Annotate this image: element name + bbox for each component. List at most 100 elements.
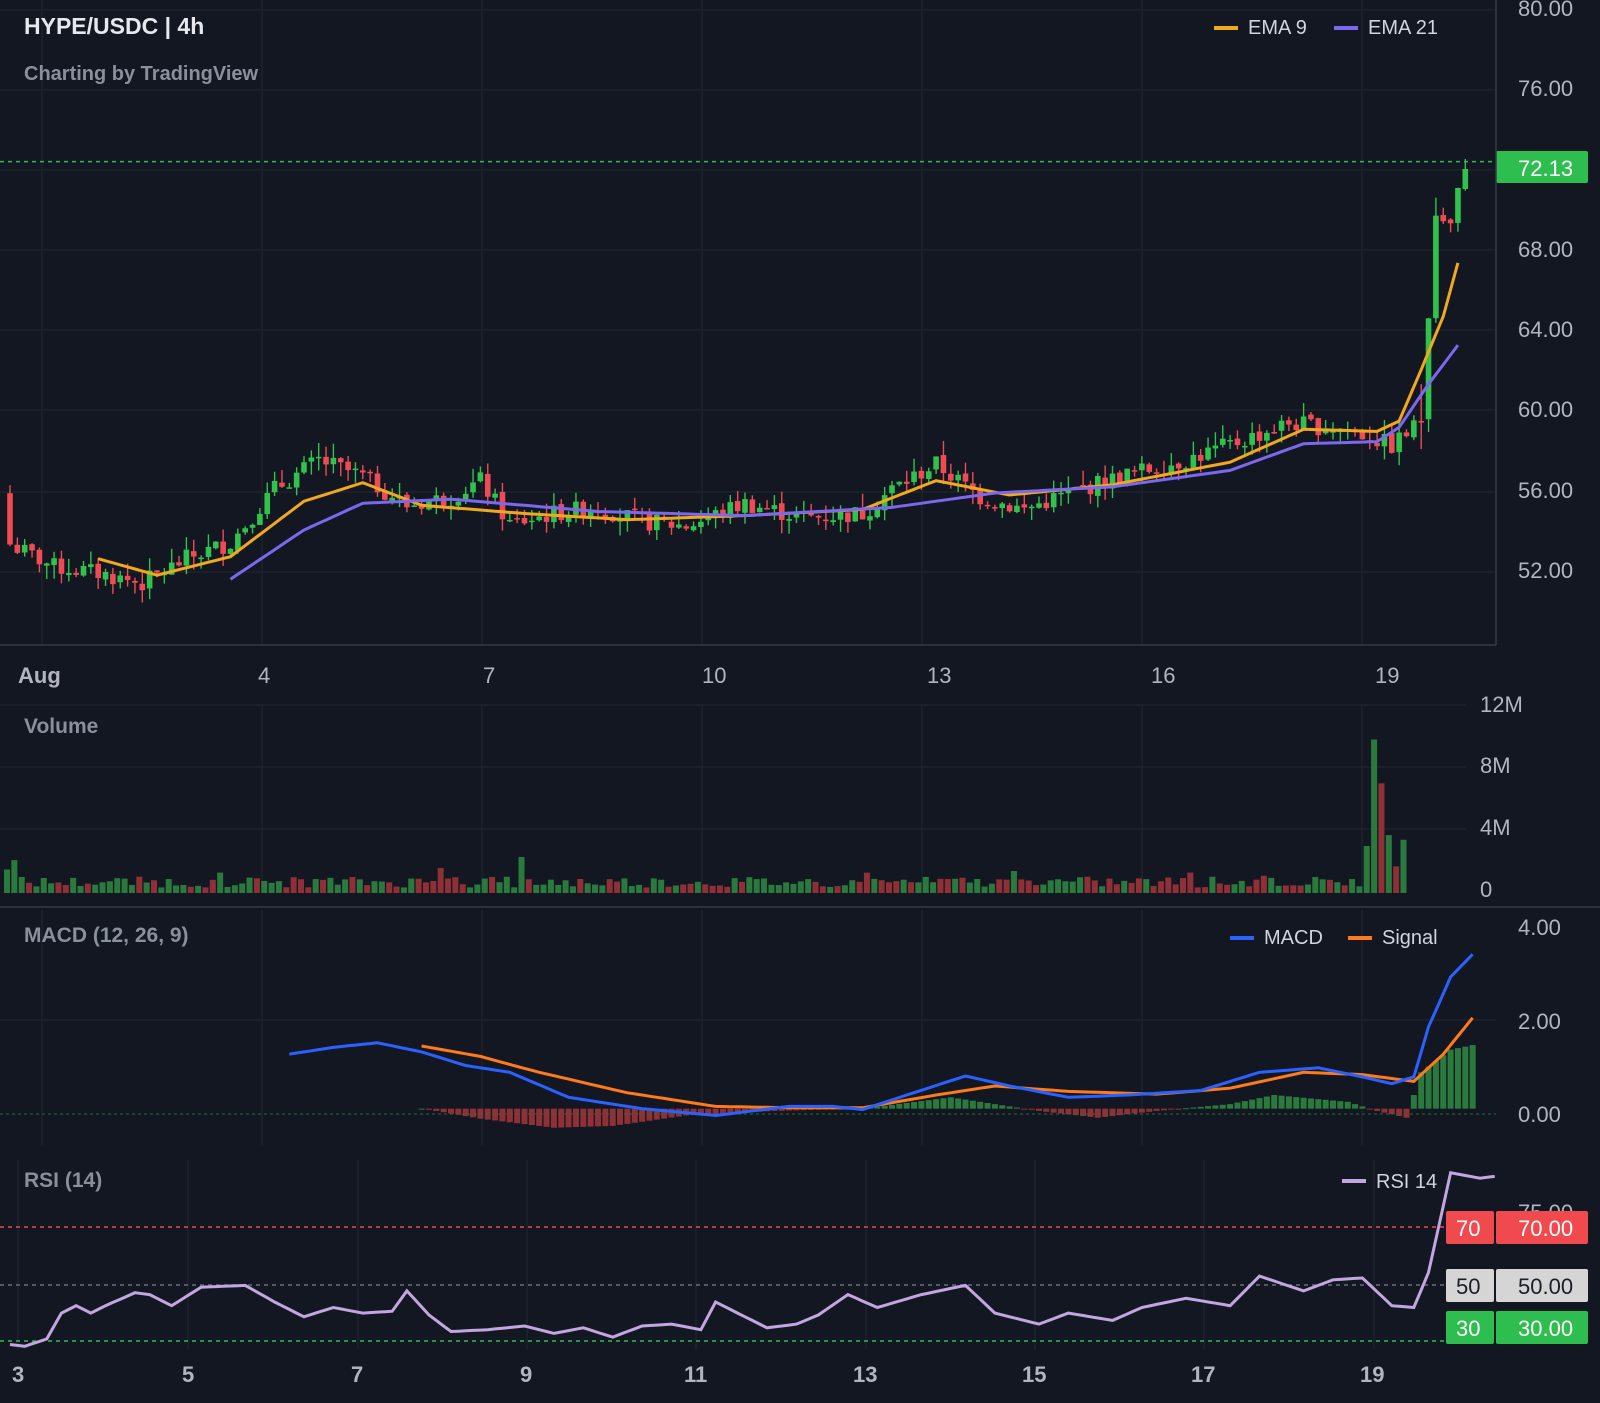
candle-body bbox=[1153, 472, 1160, 474]
candle-body bbox=[117, 575, 124, 583]
candle-body bbox=[1403, 432, 1410, 437]
volume-bar bbox=[915, 882, 922, 893]
candle-body bbox=[984, 504, 991, 507]
rsi-date-tick-label: 3 bbox=[12, 1362, 24, 1387]
rsi-50-label: 50.00 bbox=[1518, 1274, 1573, 1299]
volume-bar bbox=[533, 884, 540, 893]
volume-bar bbox=[636, 884, 643, 893]
candle-body bbox=[301, 462, 307, 473]
volume-tick-label: 4M bbox=[1480, 815, 1511, 840]
macd-histogram-bar bbox=[440, 1108, 447, 1113]
volume-bar bbox=[805, 879, 812, 893]
volume-axis: 12M 8M 4M 0 bbox=[1480, 692, 1523, 902]
volume-bar bbox=[643, 887, 650, 893]
candle-body bbox=[1425, 318, 1432, 420]
volume-bar bbox=[1165, 877, 1172, 893]
macd-histogram-bar bbox=[1322, 1099, 1329, 1109]
signal-legend-label: Signal bbox=[1382, 927, 1438, 949]
volume-bar bbox=[863, 872, 870, 893]
volume-bar bbox=[239, 883, 246, 893]
candle-body bbox=[536, 516, 542, 521]
macd-histogram-bar bbox=[1293, 1097, 1300, 1109]
volume-bar bbox=[128, 884, 135, 893]
volume-bar bbox=[1400, 839, 1407, 893]
candle-body bbox=[1102, 477, 1108, 489]
volume-bar bbox=[1187, 872, 1194, 893]
macd-histogram-bar bbox=[1219, 1104, 1226, 1109]
last-price-label: 72.13 bbox=[1518, 156, 1573, 181]
price-tick-label: 60.00 bbox=[1518, 397, 1573, 422]
macd-histogram-bar bbox=[1043, 1108, 1050, 1112]
volume-bar bbox=[40, 877, 47, 893]
macd-histogram-bar bbox=[1168, 1108, 1175, 1110]
volume-bar bbox=[988, 883, 995, 893]
volume-bar bbox=[1378, 783, 1385, 893]
macd-histogram-bar bbox=[896, 1103, 903, 1109]
macd-histogram-bar bbox=[1094, 1108, 1101, 1118]
volume-bar bbox=[1033, 885, 1039, 893]
candle-body bbox=[911, 471, 917, 482]
macd-histogram-bar bbox=[550, 1108, 557, 1128]
macd-histogram-bar bbox=[719, 1108, 726, 1114]
volume-bar bbox=[422, 882, 429, 893]
volume-bar bbox=[55, 882, 62, 893]
macd-histogram-bar bbox=[1410, 1095, 1417, 1109]
volume-bar bbox=[62, 885, 69, 893]
volume-bar bbox=[70, 877, 77, 893]
macd-histogram-bar bbox=[580, 1108, 587, 1127]
volume-bar bbox=[746, 877, 753, 893]
volume-bar bbox=[1128, 882, 1135, 893]
volume-bar bbox=[231, 885, 238, 893]
candle-body bbox=[852, 507, 859, 522]
volume-bar bbox=[1334, 882, 1341, 893]
macd-histogram-bar bbox=[506, 1108, 513, 1123]
candle-body bbox=[815, 515, 822, 518]
candle-body bbox=[720, 509, 726, 517]
volume-bar bbox=[753, 879, 760, 893]
volume-bar bbox=[966, 882, 973, 893]
candle-body bbox=[955, 474, 961, 481]
macd-histogram-bar bbox=[881, 1105, 888, 1109]
macd-histogram-bar bbox=[1021, 1108, 1028, 1110]
volume-bar bbox=[283, 887, 290, 893]
volume-bar bbox=[716, 885, 723, 893]
volume-tick-label: 0 bbox=[1480, 877, 1492, 902]
macd-histogram-bar bbox=[470, 1108, 477, 1118]
macd-histogram-bar bbox=[536, 1108, 543, 1126]
candle-body bbox=[624, 510, 631, 520]
volume-bar bbox=[761, 878, 768, 893]
volume-bar bbox=[1010, 871, 1017, 893]
macd-histogram-bar bbox=[977, 1101, 984, 1109]
candle-body bbox=[1139, 463, 1145, 471]
candle-body bbox=[1058, 492, 1064, 495]
candle-body bbox=[1146, 464, 1153, 472]
candle-body bbox=[374, 473, 381, 493]
candle-body bbox=[271, 480, 278, 493]
volume-bar bbox=[731, 878, 738, 893]
volume-bar bbox=[121, 878, 128, 893]
candle-body bbox=[1212, 445, 1219, 449]
volume-bar bbox=[408, 878, 415, 893]
volume-bar bbox=[577, 878, 584, 893]
date-tick-label: Aug bbox=[18, 663, 61, 688]
volume-bar bbox=[4, 869, 10, 893]
volume-bar bbox=[106, 881, 113, 893]
candle-body bbox=[43, 563, 50, 566]
macd-histogram-bar bbox=[617, 1108, 624, 1125]
macd-histogram-bar bbox=[1124, 1108, 1131, 1115]
volume-bar bbox=[599, 885, 606, 893]
volume-bar bbox=[952, 878, 959, 893]
macd-histogram-bar bbox=[587, 1108, 594, 1127]
volume-bar bbox=[797, 881, 804, 893]
candle-body bbox=[859, 508, 866, 520]
volume-bar bbox=[1209, 876, 1216, 893]
volume-bar bbox=[158, 887, 165, 893]
volume-grid bbox=[0, 704, 1466, 893]
candle-body bbox=[220, 541, 226, 554]
volume-bar bbox=[886, 882, 892, 893]
candle-body bbox=[507, 519, 513, 522]
volume-bar bbox=[1246, 886, 1253, 893]
candle-body bbox=[1050, 493, 1057, 508]
volume-bar bbox=[680, 884, 687, 893]
